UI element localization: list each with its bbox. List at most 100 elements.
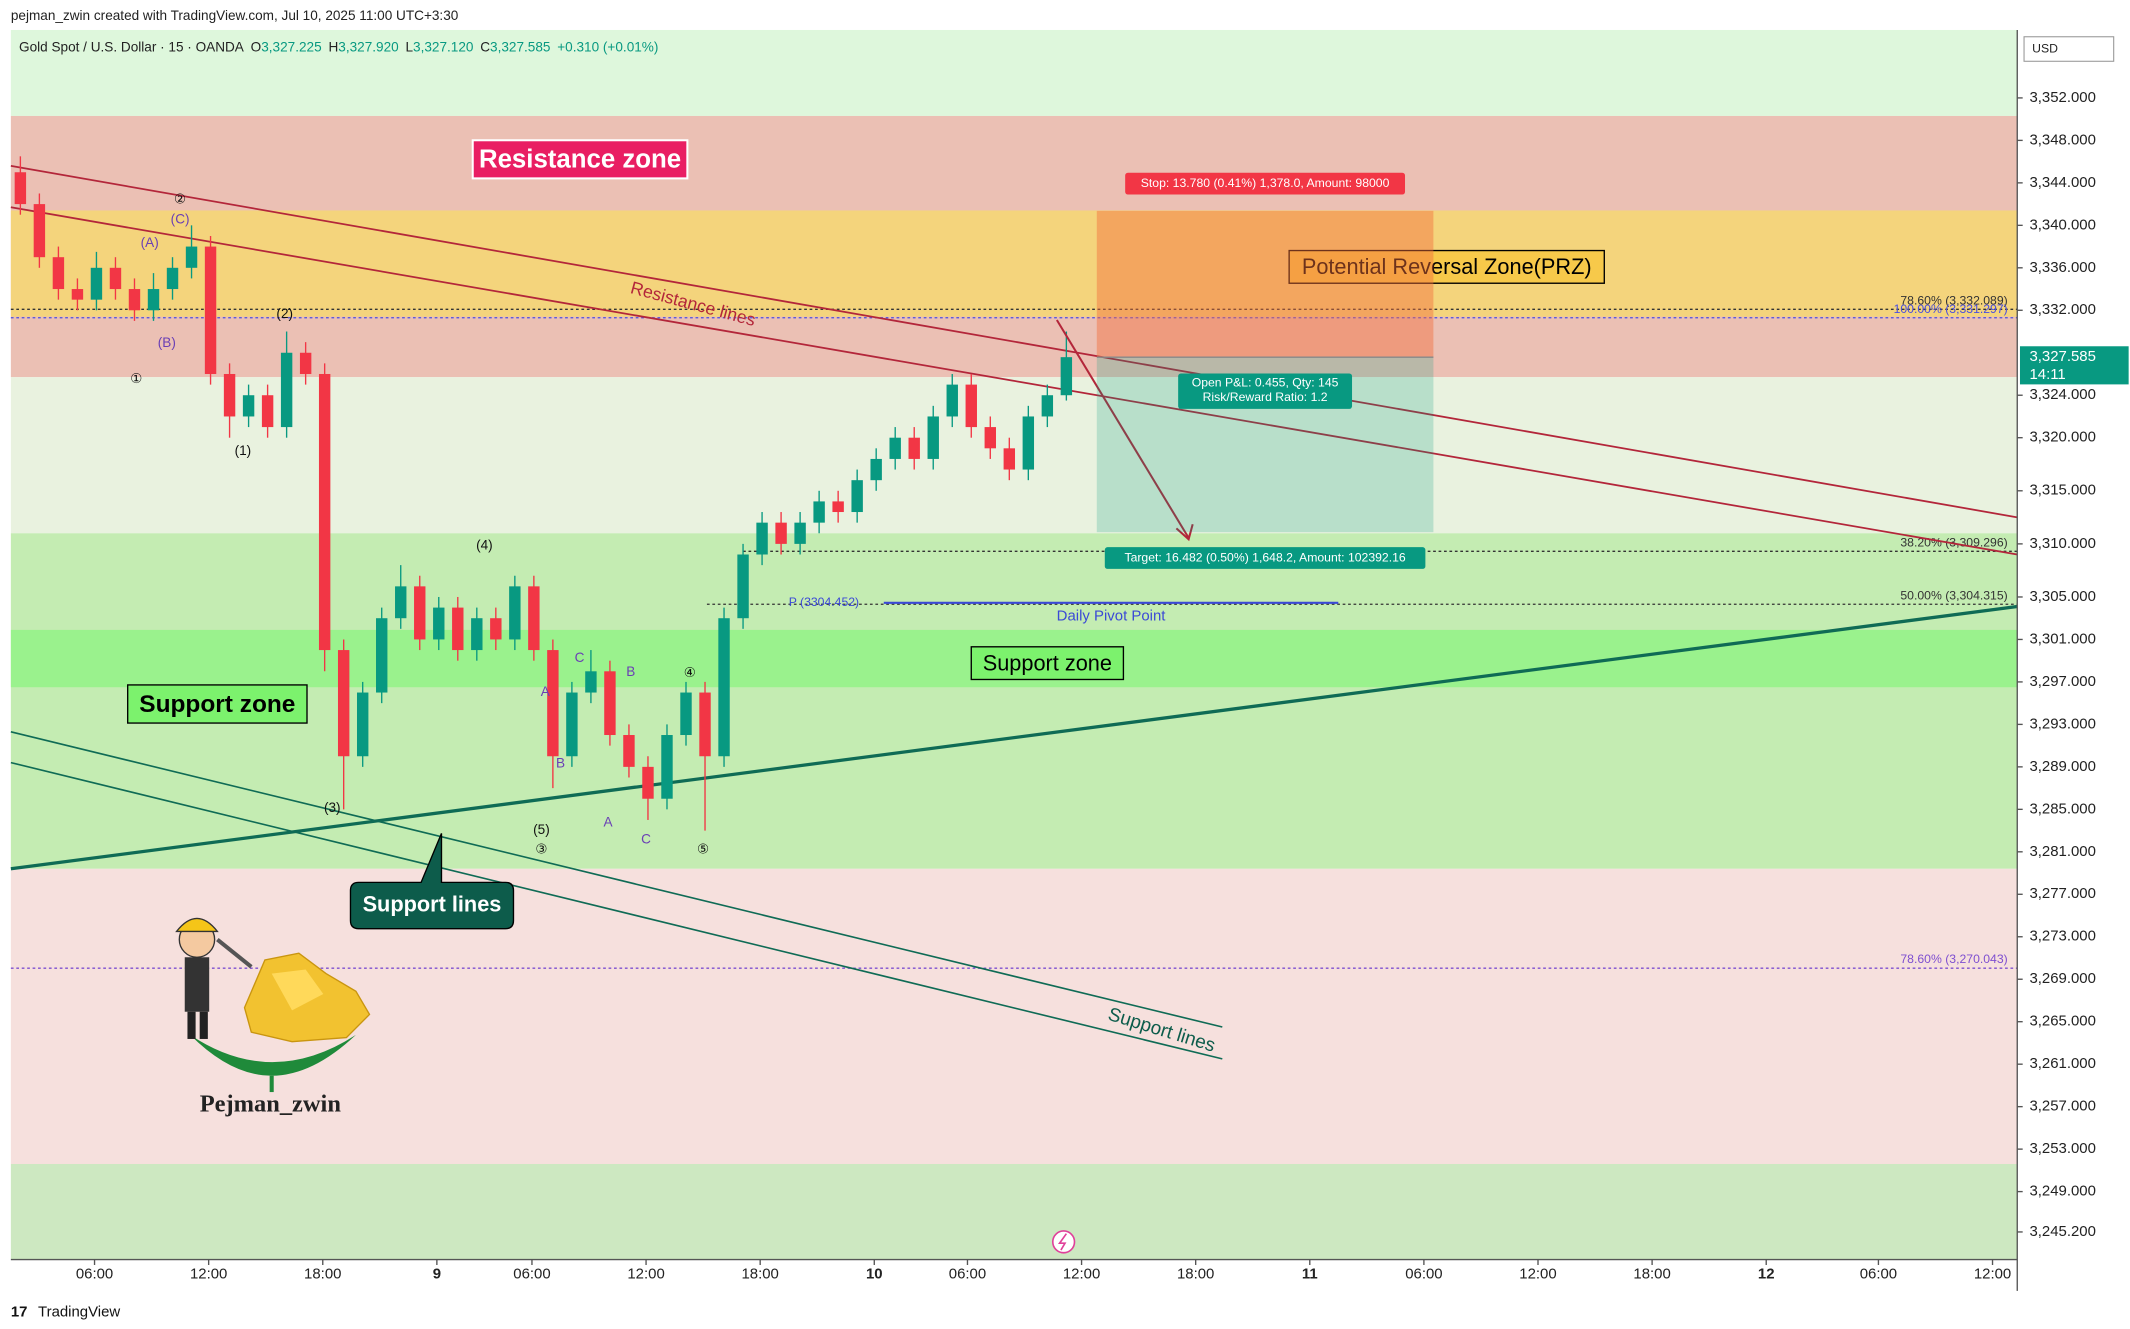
x-tick-label: 18:00 (304, 1265, 341, 1282)
projection-arrow (1055, 319, 1190, 539)
wave-label: (5) (533, 822, 550, 837)
candle-body (185, 246, 198, 268)
footer: TradingView (38, 1304, 120, 1321)
level-label: 78.60% (3,270.043) (1900, 952, 2007, 966)
y-tick-label: 3,245.200 (2029, 1223, 2095, 1240)
zone-label: Support zone (983, 650, 1112, 675)
levels: 78.60% (3,332.089)100.00% (3,331.297)38.… (10, 293, 2018, 969)
candle-body (280, 352, 293, 428)
y-tick-label: 3,324.000 (2029, 386, 2095, 403)
y-tick-label: 3,315.000 (2029, 482, 2095, 499)
y-tick-label: 3,261.000 (2029, 1055, 2095, 1072)
footer-logo: 17 (11, 1304, 28, 1321)
x-tick-label: 12:00 (1974, 1265, 2011, 1282)
candle-body (623, 735, 635, 767)
ohlc-label: H (328, 39, 338, 54)
level-label: 78.60% (3,332.089) (1900, 293, 2007, 307)
candle-body (642, 766, 654, 799)
x-tick-label: 12:00 (1519, 1265, 1556, 1282)
ohlc-label: O (251, 39, 262, 54)
position-tool: Stop: 13.780 (0.41%) 1,378.0, Amount: 98… (1096, 172, 1434, 569)
label-box (127, 684, 308, 724)
x-tick-label: 06:00 (1860, 1265, 1897, 1282)
x-tick-label: 06:00 (1405, 1265, 1442, 1282)
price-tag-label: 3,327.585 (2029, 348, 2095, 365)
candle-body (547, 650, 559, 757)
candle-body (1022, 416, 1035, 470)
candle-body (166, 267, 179, 290)
x-tick-label: 11 (1302, 1265, 1318, 1282)
x-tick-label: 06:00 (949, 1265, 986, 1282)
y-tick-label: 3,293.000 (2029, 715, 2095, 732)
candle-body (604, 671, 616, 736)
candle-body (566, 692, 578, 757)
y-tick-label: 3,285.000 (2029, 800, 2095, 817)
target-label: Target: 16.482 (0.50%) 1,648.2, Amount: … (1124, 550, 1405, 564)
ohlc-value: 3,327.920 (338, 39, 399, 54)
candle-body (242, 395, 255, 417)
countdown: 14:11 (2029, 366, 2065, 383)
y-tick-label: 3,332.000 (2029, 301, 2095, 318)
prz-label: Potential Reversal Zone(PRZ) (1288, 249, 1605, 284)
candle-body (1003, 448, 1016, 470)
currency-box (2023, 36, 2115, 62)
callout-text: Support lines (363, 891, 502, 916)
candle-body (509, 586, 521, 640)
x-tick-label: 06:00 (513, 1265, 550, 1282)
x-tick-label: 9 (433, 1265, 441, 1282)
candle-body (1060, 357, 1073, 396)
wave-labels: ① ② (C) (A) (B) (2) (1) (3) (4) (5) ③ A B C A B C ④ ⑤ (130, 191, 709, 856)
wave-label: C (575, 650, 585, 665)
support-zone-label: Support zone (127, 684, 308, 724)
event-bolt (1057, 1233, 1068, 1251)
symbol-line: Gold Spot / U.S. Dollar · 15 · OANDA O 3,3… (19, 39, 658, 54)
candle-body (414, 586, 426, 640)
pnl-label: Open P&L: 0.455, Qty: 145 (1192, 375, 1339, 389)
x-tick-label: 18:00 (1177, 1265, 1214, 1282)
y-tick-label: 3,257.000 (2029, 1098, 2095, 1115)
y-tick-label: 3,289.000 (2029, 758, 2095, 775)
change: +0.310 (+0.01%) (557, 39, 658, 54)
watermark-logo: Pejman_zwin (175, 917, 371, 1117)
candle-body (775, 522, 787, 544)
candle-body (128, 289, 141, 311)
candle-body (870, 458, 882, 481)
support-zone-label: Support zone (970, 646, 1125, 681)
watermark-text: Pejman_zwin (200, 1090, 342, 1117)
zone-label: Potential Reversal Zone(PRZ) (1302, 254, 1592, 279)
candle-body (680, 692, 692, 736)
zone (10, 210, 2018, 317)
support-lines-callout: Support lines (349, 833, 515, 930)
currency: USD (2032, 41, 2058, 55)
candle-body (90, 267, 103, 300)
ohlc-value: 3,327.585 (490, 39, 550, 54)
y-tick-label: 3,281.000 (2029, 843, 2095, 860)
event-icon (1051, 1230, 1076, 1254)
wave-label: ① (130, 371, 142, 386)
zone-label: Resistance zone (479, 145, 681, 173)
candle-body (661, 735, 673, 799)
logo-swoosh (190, 1034, 356, 1076)
zone (10, 1163, 2018, 1260)
price-axis-bg (2017, 0, 2130, 1329)
wave-label: ② (174, 191, 186, 206)
stop-zone (1096, 210, 1434, 358)
trend-line (10, 731, 1223, 1028)
trend-line (10, 761, 1223, 1060)
title: Gold Spot / U.S. Dollar · 15 · OANDA (19, 39, 245, 54)
callout-box (349, 833, 515, 930)
zone (10, 29, 2018, 116)
trend-line (10, 164, 2018, 519)
candle-body (756, 522, 768, 555)
y-tick-label: 3,344.000 (2029, 174, 2095, 191)
candle-body (318, 373, 331, 651)
y-tick-label: 3,249.000 (2029, 1183, 2095, 1200)
candle-body (52, 257, 65, 290)
candles (14, 156, 1073, 831)
y-tick-label: 3,348.000 (2029, 131, 2095, 148)
wave-label: B (556, 755, 565, 770)
wave-label: ③ (535, 841, 547, 856)
candle-body (528, 586, 540, 651)
